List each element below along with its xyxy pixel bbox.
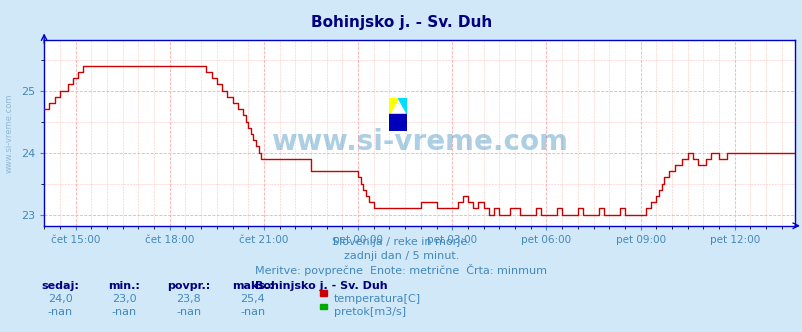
Text: Bohinjsko j. - Sv. Duh: Bohinjsko j. - Sv. Duh bbox=[310, 15, 492, 30]
Polygon shape bbox=[398, 98, 407, 114]
Text: temperatura[C]: temperatura[C] bbox=[334, 294, 420, 304]
Text: www.si-vreme.com: www.si-vreme.com bbox=[5, 93, 14, 173]
Text: Meritve: povprečne  Enote: metrične  Črta: minmum: Meritve: povprečne Enote: metrične Črta:… bbox=[255, 264, 547, 276]
Text: 25,4: 25,4 bbox=[241, 294, 265, 304]
Text: -nan: -nan bbox=[240, 307, 265, 317]
Text: Bohinjsko j. - Sv. Duh: Bohinjsko j. - Sv. Duh bbox=[254, 281, 387, 290]
Text: sedaj:: sedaj: bbox=[41, 281, 79, 290]
Text: -nan: -nan bbox=[47, 307, 73, 317]
Text: povpr.:: povpr.: bbox=[167, 281, 210, 290]
Polygon shape bbox=[389, 114, 407, 131]
Text: maks.:: maks.: bbox=[232, 281, 273, 290]
Text: -nan: -nan bbox=[111, 307, 137, 317]
Polygon shape bbox=[389, 98, 398, 114]
Text: pretok[m3/s]: pretok[m3/s] bbox=[334, 307, 406, 317]
Text: -nan: -nan bbox=[176, 307, 201, 317]
Text: 24,0: 24,0 bbox=[48, 294, 72, 304]
Text: min.:: min.: bbox=[108, 281, 140, 290]
Text: 23,0: 23,0 bbox=[112, 294, 136, 304]
Text: Slovenija / reke in morje.: Slovenija / reke in morje. bbox=[332, 237, 470, 247]
Text: 23,8: 23,8 bbox=[176, 294, 200, 304]
Text: zadnji dan / 5 minut.: zadnji dan / 5 minut. bbox=[343, 251, 459, 261]
Text: www.si-vreme.com: www.si-vreme.com bbox=[271, 128, 567, 156]
